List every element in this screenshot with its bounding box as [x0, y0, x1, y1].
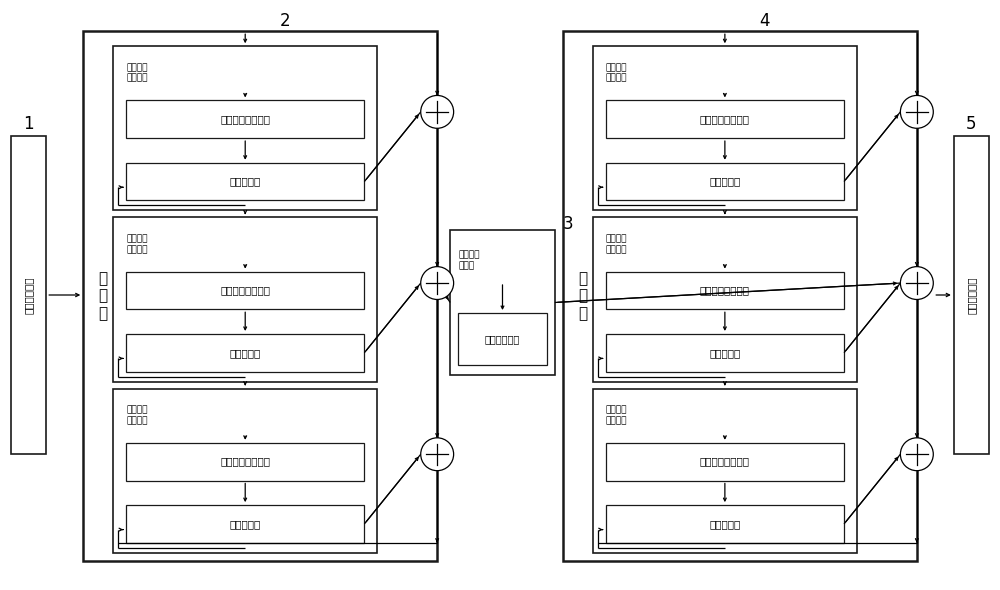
Bar	[563, 31, 917, 560]
Text: 时空特征
提取子块: 时空特征 提取子块	[606, 63, 627, 83]
Text: 时空特征
提取子块: 时空特征 提取子块	[606, 406, 627, 425]
Text: 3: 3	[562, 215, 573, 233]
Bar	[126, 442, 364, 480]
Text: 时空特征
提取子块: 时空特征 提取子块	[126, 63, 148, 83]
Bar	[593, 46, 857, 211]
Bar	[606, 442, 844, 480]
Text: 图卷积神经网络层: 图卷积神经网络层	[220, 286, 270, 296]
Text: 图注意力层: 图注意力层	[709, 348, 740, 358]
Text: 中间注意
力模块: 中间注意 力模块	[458, 251, 480, 270]
Bar	[126, 505, 364, 543]
Bar	[83, 31, 437, 560]
Bar	[126, 271, 364, 309]
Circle shape	[421, 438, 454, 471]
Bar	[450, 230, 555, 375]
Bar	[126, 100, 364, 138]
Circle shape	[900, 267, 933, 300]
Text: 4: 4	[760, 12, 770, 30]
Text: 图注意力层: 图注意力层	[230, 176, 261, 186]
Text: 图注意力层: 图注意力层	[709, 176, 740, 186]
Text: 5: 5	[966, 115, 976, 133]
Text: 图卷积神经网络层: 图卷积神经网络层	[700, 286, 750, 296]
Text: 图卷积神经网络层: 图卷积神经网络层	[700, 114, 750, 124]
Bar	[606, 163, 844, 201]
Text: 多头注意力层: 多头注意力层	[485, 334, 520, 344]
Bar	[11, 136, 46, 454]
Bar	[113, 46, 377, 211]
Circle shape	[900, 438, 933, 471]
Text: 2: 2	[280, 12, 290, 30]
Bar	[593, 217, 857, 382]
Bar	[126, 163, 364, 201]
Text: 解
码
器: 解 码 器	[578, 271, 587, 321]
Text: 输出全连接层: 输出全连接层	[966, 276, 976, 314]
Text: 图卷积神经网络层: 图卷积神经网络层	[220, 114, 270, 124]
Text: 1: 1	[24, 115, 34, 133]
Bar	[606, 334, 844, 372]
Text: 输入全连接层: 输入全连接层	[24, 276, 34, 314]
Circle shape	[421, 96, 454, 128]
Circle shape	[421, 267, 454, 300]
Text: 时空特征
提取子块: 时空特征 提取子块	[606, 235, 627, 254]
Bar	[126, 334, 364, 372]
Bar	[606, 505, 844, 543]
Text: 图卷积神经网络层: 图卷积神经网络层	[220, 457, 270, 467]
Bar	[606, 100, 844, 138]
Bar	[606, 271, 844, 309]
Bar	[113, 389, 377, 553]
Text: 时空特征
提取子块: 时空特征 提取子块	[126, 406, 148, 425]
Text: 时空特征
提取子块: 时空特征 提取子块	[126, 235, 148, 254]
Text: 编
码
器: 编 码 器	[99, 271, 108, 321]
Text: 图卷积神经网络层: 图卷积神经网络层	[700, 457, 750, 467]
Text: 图注意力层: 图注意力层	[709, 519, 740, 529]
Circle shape	[900, 96, 933, 128]
Bar	[954, 136, 989, 454]
Bar	[113, 217, 377, 382]
Text: 图注意力层: 图注意力层	[230, 348, 261, 358]
Text: 图注意力层: 图注意力层	[230, 519, 261, 529]
Bar	[458, 313, 547, 365]
Bar	[593, 389, 857, 553]
